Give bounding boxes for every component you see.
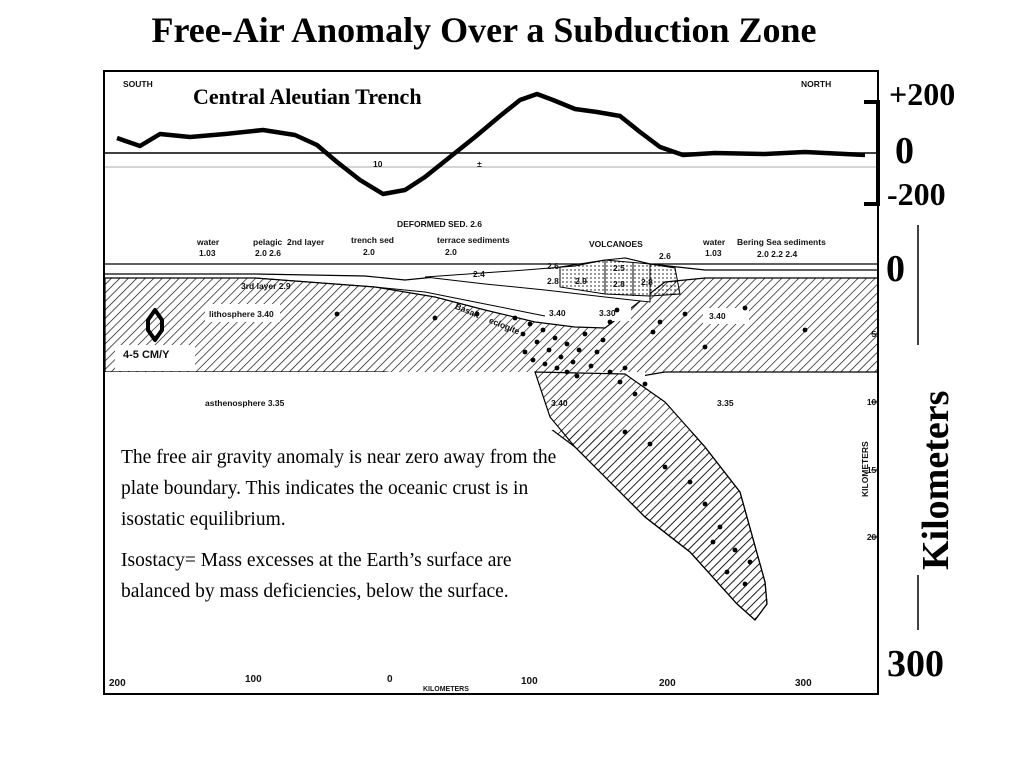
water-right-density: 1.03 [705, 248, 722, 258]
depth-tick-marks [871, 263, 877, 538]
mantle-density-330: 3.30 [599, 308, 616, 318]
x-tick-300: 300 [795, 678, 812, 689]
cross-section-drawing [105, 91, 877, 621]
free-air-anomaly-profile [116, 91, 866, 197]
figure-subtitle: Central Aleutian Trench [193, 84, 422, 109]
subduction-figure: Central Aleutian Trench SOUTH NORTH 10 ±… [103, 70, 879, 695]
gravity-scale-bottom: -200 [887, 176, 946, 212]
deformed-sed-label: DEFORMED SED. 2.6 [397, 219, 483, 229]
x-tick-100-left: 100 [245, 674, 262, 685]
pelagic-density: 2.0 2.6 [255, 248, 281, 258]
depth-tick-100: 100 [866, 397, 877, 407]
terrace-density: 2.0 [445, 247, 457, 257]
terrace-label: terrace sediments [437, 235, 510, 245]
rate-label-box [115, 345, 195, 371]
depth-tick-200: 200 [866, 532, 877, 542]
arc-density-28b: 2.8 [613, 279, 625, 289]
wedge-density-24: 2.4 [473, 269, 485, 279]
bering-sea-density: 2.0 2.2 2.4 [757, 249, 798, 259]
second-layer-label: 2nd layer [287, 237, 325, 247]
profile-tick-2: ± [477, 159, 482, 169]
earthquake-hypocenters [334, 305, 808, 587]
volcanic-arc-block [559, 259, 681, 297]
slab-upper-band [534, 371, 768, 621]
depth-scale-bottom: 300 [887, 643, 944, 685]
asthenosphere-right-density: 3.35 [717, 398, 734, 408]
depth-scale-top: 0 [886, 248, 905, 290]
volcanoes-label: VOLCANOES [589, 239, 643, 249]
density-box-2 [595, 305, 631, 321]
volcanoes-density: 2.6 [659, 251, 671, 261]
density-box-1 [545, 305, 581, 321]
water-left-density: 1.03 [199, 248, 216, 258]
profile-tick-10: 10 [373, 159, 383, 169]
gravity-scale-top: +200 [889, 76, 956, 112]
water-left-label: water [197, 237, 220, 247]
arc-density-25: 2.5 [613, 263, 625, 273]
depth-axis-label: KILOMETERS [860, 441, 870, 497]
depth-tick-150: 150 [866, 465, 877, 475]
direction-south-label: SOUTH [123, 79, 153, 89]
x-tick-100-right: 100 [521, 676, 538, 687]
pelagic-label: pelagic [253, 237, 283, 247]
trench-sed-density: 2.0 [363, 247, 375, 257]
x-tick-0: 0 [387, 674, 393, 685]
lithosphere-label-box [205, 304, 280, 322]
arc-density-28c: 2.8 [641, 277, 653, 287]
isostasy-definition: Isostacy= Mass excesses at the Earth’s s… [121, 550, 512, 602]
direction-north-label: NORTH [801, 79, 832, 89]
depth-scale-label: Kilometers [915, 390, 957, 570]
depth-scale-line [917, 225, 919, 630]
x-axis-label: KILOMETERS [423, 686, 469, 693]
trench-sed-label: trench sed [351, 235, 394, 245]
arc-density-28a: 2.8 [547, 276, 559, 286]
explanation-paragraph: The free air gravity anomaly is near zer… [121, 447, 557, 530]
plate-motion-arrow [146, 308, 164, 342]
water-right-label: water [703, 237, 726, 247]
x-tick-200-right: 200 [659, 678, 676, 689]
third-layer-label: 3rd layer 2.9 [241, 281, 291, 291]
plate-rate-label: 4-5 CM/Y [123, 349, 170, 361]
slide-title: Free-Air Anomaly Over a Subduction Zone [151, 10, 817, 50]
explanation-text: The free air gravity anomaly is near zer… [121, 442, 569, 617]
depth-tick-50: 50 [871, 329, 877, 339]
asthenosphere-label: asthenosphere 3.35 [205, 398, 285, 408]
x-tick-200-left: 200 [109, 678, 126, 689]
slab-deep-density: 3.40 [551, 398, 568, 408]
gravity-scale-zero: 0 [895, 130, 914, 172]
lithosphere-label: lithosphere 3.40 [209, 309, 274, 319]
lithosphere-right-density: 3.40 [709, 311, 726, 321]
bering-sea-label: Bering Sea sediments [737, 237, 826, 247]
slab-density-340: 3.40 [549, 308, 566, 318]
lith-right-label-box [703, 308, 749, 324]
gravity-scale-bracket [864, 100, 880, 206]
wedge-density-26: 2.6 [547, 261, 559, 271]
arc-density-29: 2.9 [575, 276, 587, 286]
